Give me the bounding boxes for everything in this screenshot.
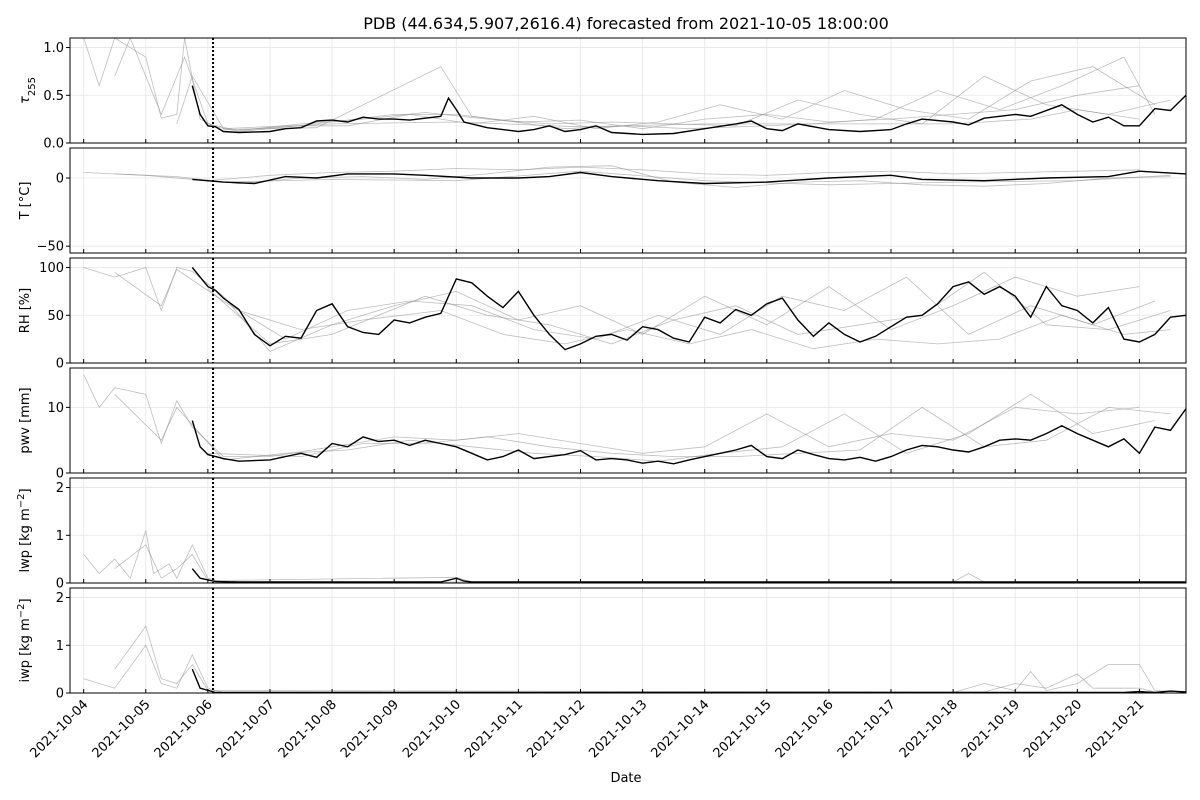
ensemble-line-RH-2 [207,271,1171,345]
ensemble-line-tau-2 [176,66,1156,130]
y-tick-label-T: −50 [37,240,64,255]
panel-frame-T [69,147,1187,254]
x-tick-label: 2021-10-08 [276,697,340,761]
ensemble-line-tau-4 [238,109,1140,130]
y-tick-label-pwv: 10 [47,401,64,416]
y-tick-label-iwp: 1 [56,639,64,654]
ensemble-line-tau-0 [83,38,1140,132]
x-tick-label: 2021-10-16 [773,697,837,761]
ensemble-line-lwp-0 [83,530,1186,583]
ensemble-line-RH-1 [114,268,1156,340]
x-tick-label: 2021-10-21 [1083,697,1147,761]
x-tick-label: 2021-10-19 [959,697,1023,761]
y-axis-label-tau: τ255 [18,77,38,104]
y-tick-label-tau: 0.0 [43,137,64,152]
panel-frame-lwp [69,477,1187,584]
ensemble-line-pwv-0 [83,374,1140,457]
panel-frame-RH [69,257,1187,364]
panel-tau: 0.0 0.5 1.0 τ255 [18,37,1187,152]
x-tick-label: 2021-10-06 [152,697,216,761]
chart-title: PDB (44.634,5.907,2616.4) forecasted fro… [363,14,889,33]
ensemble-line-RH-0 [83,267,1140,352]
y-tick-label-iwp: 2 [56,591,64,606]
y-tick-label-tau: 0.5 [43,89,64,104]
ensemble-line-lwp-1 [114,544,1186,583]
y-tick-label-iwp: 0 [56,687,64,702]
x-tick-label: 2021-10-11 [462,697,526,761]
y-tick-label-pwv: 0 [56,467,64,482]
x-tick-label: 2021-10-04 [27,697,91,761]
series-T [83,165,1186,188]
main-line-lwp [191,568,1186,583]
x-tick-label: 2021-10-13 [586,697,650,761]
y-axis-label-T: T [°C] [18,182,33,221]
x-tick-labels: 2021-10-042021-10-052021-10-062021-10-07… [27,697,1147,761]
x-tick-label: 2021-10-12 [524,697,588,761]
x-tick-label: 2021-10-18 [897,697,961,761]
main-line-iwp [191,668,1186,693]
series-tau [83,38,1186,136]
ensemble-line-RH-3 [238,310,1171,350]
y-tick-label-lwp: 2 [56,481,64,496]
x-tick-label: 2021-10-15 [711,697,775,761]
panel-frame-tau [69,37,1187,144]
series-pwv [83,374,1186,465]
panel-lwp: 0 1 2 lwp [kg m−2] [16,477,1187,592]
series-iwp [83,625,1186,693]
y-tick-label-lwp: 0 [56,577,64,592]
y-axis-label-iwp: iwp [kg m−2] [16,598,34,682]
ensemble-line-T-0 [83,166,1140,182]
ensemble-line-iwp-1 [114,625,1155,693]
y-axis-label-RH: RH [%] [18,288,33,333]
x-tick-label: 2021-10-14 [648,697,712,761]
y-tick-label-T: 0 [56,172,64,187]
ensemble-line-pwv-1 [114,393,1155,462]
panel-iwp: 0 1 2 iwp [kg m−2] [16,587,1187,702]
ensemble-line-iwp-0 [83,644,1186,693]
y-tick-label-RH: 100 [39,261,64,276]
main-line-T [192,170,1186,185]
main-line-pwv [191,408,1186,465]
series-lwp [83,530,1186,583]
y-axis-label-pwv: pwv [mm] [18,387,33,453]
x-tick-label: 2021-10-17 [835,697,899,761]
x-tick-label: 2021-10-09 [338,697,402,761]
x-tick-label: 2021-10-07 [214,697,278,761]
y-tick-label-tau: 1.0 [43,41,64,56]
panel-RH: 0 50 100 RH [%] [18,257,1187,372]
y-tick-label-RH: 0 [56,357,64,372]
panel-pwv: 0 10 pwv [mm] [18,367,1187,482]
y-tick-label-RH: 50 [47,309,64,324]
panel-T: 0 −50 T [°C] [18,147,1187,255]
series-RH [83,267,1186,352]
panel-frame-pwv [69,367,1187,474]
y-tick-label-lwp: 1 [56,529,64,544]
ensemble-line-tau-3 [223,56,1156,130]
panel-frame-iwp [69,587,1187,694]
main-line-RH [191,267,1186,351]
x-axis-label: Date [610,771,641,786]
ensemble-line-tau-1 [114,38,1171,132]
ensemble-line-T-2 [223,170,1171,186]
x-tick-label: 2021-10-20 [1021,697,1085,761]
ensemble-line-T-1 [114,165,1171,188]
x-tick-label: 2021-10-10 [400,697,464,761]
x-tick-label: 2021-10-05 [90,697,154,761]
main-line-tau [191,85,1186,136]
y-axis-label-lwp: lwp [kg m−2] [16,488,34,572]
